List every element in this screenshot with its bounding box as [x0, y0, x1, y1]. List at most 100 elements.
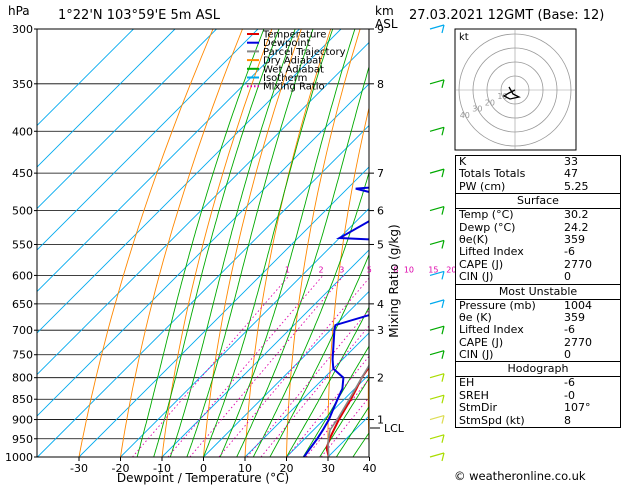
mixing-ratio-line [189, 275, 345, 457]
pressure-tick-label: 550 [12, 238, 33, 251]
hodograph-ring-label: 20 [485, 98, 495, 107]
height-tick-label: 7 [377, 167, 384, 180]
row-value: -6 [564, 376, 575, 390]
dry-adiabat [327, 105, 369, 457]
wind-barb [429, 24, 445, 30]
hodograph-ring-label: 10 [497, 92, 507, 101]
row-value: -6 [564, 323, 575, 337]
pressure-tick-label: 850 [12, 393, 33, 406]
temperature-tick-label: -20 [112, 462, 130, 475]
height-tick-label: 3 [377, 324, 384, 337]
height-unit-sub-label: ASL [375, 17, 398, 31]
isotherm [37, 29, 217, 210]
hodograph-trace [502, 86, 521, 100]
temperature-tick-label: -10 [153, 462, 171, 475]
table-row: PW (cm) 5.25 [456, 179, 620, 193]
table-row: CAPE (J) 2770 [456, 257, 620, 271]
wind-barb [429, 434, 445, 440]
indices-table: K 33 Totals Totals 47 PW (cm) 5.25 Surface Te… [455, 155, 621, 429]
row-value: 5.25 [564, 179, 589, 193]
wind-barb [429, 452, 445, 458]
row-value: 359 [564, 232, 585, 246]
table-row: Dewp (°C) 24.2 [456, 221, 620, 234]
wind-barbs [429, 24, 445, 462]
y-axis-label-right: Mixing Ratio (g/kg) [387, 224, 401, 337]
temperature-tick-label: 30 [321, 462, 335, 475]
row-value: 107° [564, 401, 591, 415]
row-label: Totals Totals [459, 167, 526, 181]
wind-barb-flag [441, 79, 445, 88]
wind-barb-flag [441, 434, 445, 443]
row-label: StmSpd (kt) [459, 413, 525, 427]
most-unstable-title: Most Unstable [456, 285, 620, 300]
wind-barb [429, 325, 445, 331]
pressure-tick-label: 650 [12, 298, 33, 311]
mixing-ratio-line [286, 355, 369, 457]
temperature-axis: -30 -20 -10 0 10 20 30 40 [70, 457, 377, 475]
isotherm [244, 332, 369, 457]
legend-entry: Isotherm [263, 73, 307, 84]
hodograph-ring-label: 40 [460, 111, 470, 120]
wet-adiabat [252, 171, 369, 457]
copyright-footer: © weatheronline.co.uk [454, 469, 586, 483]
isotherm [37, 29, 259, 251]
row-label: Lifted Index [459, 323, 524, 337]
pressure-tick-label: 300 [12, 23, 33, 36]
wind-barb [429, 239, 445, 246]
wind-barb-flag [441, 326, 445, 335]
wind-barb-flag [441, 206, 445, 215]
dry-adiabat [120, 29, 243, 457]
table-row: Temp (°C) 30.2 [456, 208, 620, 221]
datetime-label: 27.03.2021 12GMT (Base: 12) [409, 8, 605, 23]
wind-barb-flag [441, 240, 445, 249]
mixing-ratio-label: 3 [339, 265, 344, 274]
pressure-tick-label: 1000 [5, 451, 33, 464]
height-tick-label: 5 [377, 238, 384, 251]
height-tick-label: 4 [377, 298, 384, 311]
temperature-tick-label: 40 [363, 462, 377, 475]
row-label: θe (K) [459, 310, 492, 324]
table-row: CAPE (J) 2770 [456, 335, 620, 349]
legend-entry: Parcel Trajectory [263, 47, 346, 58]
row-label: StmDir [459, 401, 498, 415]
mixing-ratio-line [167, 275, 324, 457]
wet-adiabat [186, 29, 314, 457]
wet-adiabat [319, 377, 369, 457]
x-axis-label: Dewpoint / Temperature (°C) [117, 471, 289, 485]
temperature-tick-label: -30 [70, 462, 88, 475]
temperature-tick-label: 0 [200, 462, 207, 475]
pressure-tick-label: 950 [12, 433, 33, 446]
wind-barb-flag [441, 395, 445, 404]
dry-adiabat [203, 29, 302, 457]
pressure-tick-label: 500 [12, 205, 33, 218]
table-row: SREH -0 [456, 389, 620, 402]
hodograph-unit: kt [459, 32, 469, 43]
table-row: K 33 [456, 155, 620, 168]
wet-adiabat [136, 29, 265, 457]
legend-entry: Temperature [262, 30, 326, 41]
pressure-tick-label: 600 [12, 269, 33, 282]
dry-adiabat [244, 29, 332, 457]
wind-barb [429, 168, 445, 174]
table-row: Lifted Index -6 [456, 245, 620, 259]
wind-barb-flag [441, 373, 445, 382]
row-value: 2770 [564, 257, 592, 271]
row-value: -6 [564, 245, 575, 259]
wind-barb [429, 350, 445, 356]
row-value: 2770 [564, 335, 592, 349]
isotherm [37, 41, 369, 376]
surface-title: Surface [456, 194, 620, 210]
row-label: CIN (J) [459, 270, 494, 284]
isotherm [37, 29, 342, 334]
sounding-lines [303, 186, 369, 457]
wet-adiabat [219, 29, 356, 457]
table-row: CIN (J) 0 [456, 348, 620, 362]
hodograph-ring-label: 30 [472, 105, 482, 114]
wet-adiabat [169, 29, 296, 457]
isotherm [161, 249, 369, 457]
wind-barb [429, 206, 445, 212]
table-row: CIN (J) 0 [456, 270, 620, 284]
wet-adiabat [335, 405, 369, 457]
mixing-ratio-label: 10 [404, 265, 414, 274]
row-label: CIN (J) [459, 348, 494, 362]
